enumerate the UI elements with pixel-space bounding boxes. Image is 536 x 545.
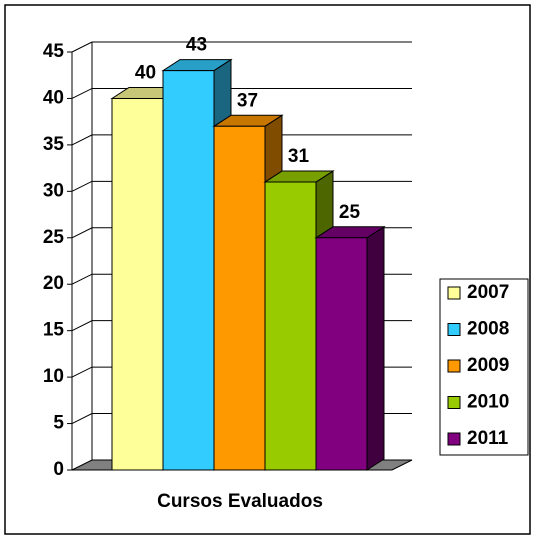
legend-swatch [447, 396, 461, 409]
legend-label: 2008 [467, 319, 509, 340]
data-label: 31 [288, 146, 310, 167]
legend-label: 2007 [467, 282, 509, 303]
data-label: 43 [186, 35, 207, 56]
y-tick-label: 25 [43, 227, 65, 248]
legend-swatch [447, 432, 461, 446]
bar-face [213, 125, 266, 471]
data-label: 37 [237, 90, 258, 111]
legend-label: 2009 [467, 355, 509, 376]
bar-face [315, 237, 368, 471]
y-tick-label: 35 [43, 134, 65, 155]
y-tick-label: 40 [43, 87, 64, 108]
legend-label: 2011 [467, 428, 509, 449]
data-label: 40 [135, 62, 156, 83]
legend-label: 2010 [467, 392, 509, 413]
data-label: 25 [339, 202, 361, 223]
bar-face [264, 181, 317, 471]
y-tick-label: 10 [43, 366, 64, 387]
y-tick-label: 15 [43, 320, 65, 341]
y-tick-label: 30 [43, 180, 64, 201]
y-tick-label: 20 [43, 273, 64, 294]
bar-face [366, 225, 385, 471]
bar-face [111, 97, 164, 471]
legend-swatch [447, 359, 461, 373]
x-tick-label: Cursos Evaluados [157, 491, 323, 512]
legend-swatch [447, 286, 461, 300]
y-tick-label: 45 [43, 41, 65, 62]
bar [314, 225, 386, 471]
y-tick-label: 5 [53, 413, 64, 434]
legend-swatch [447, 323, 461, 336]
y-tick-label: 0 [53, 459, 64, 480]
bar-face [162, 70, 215, 471]
